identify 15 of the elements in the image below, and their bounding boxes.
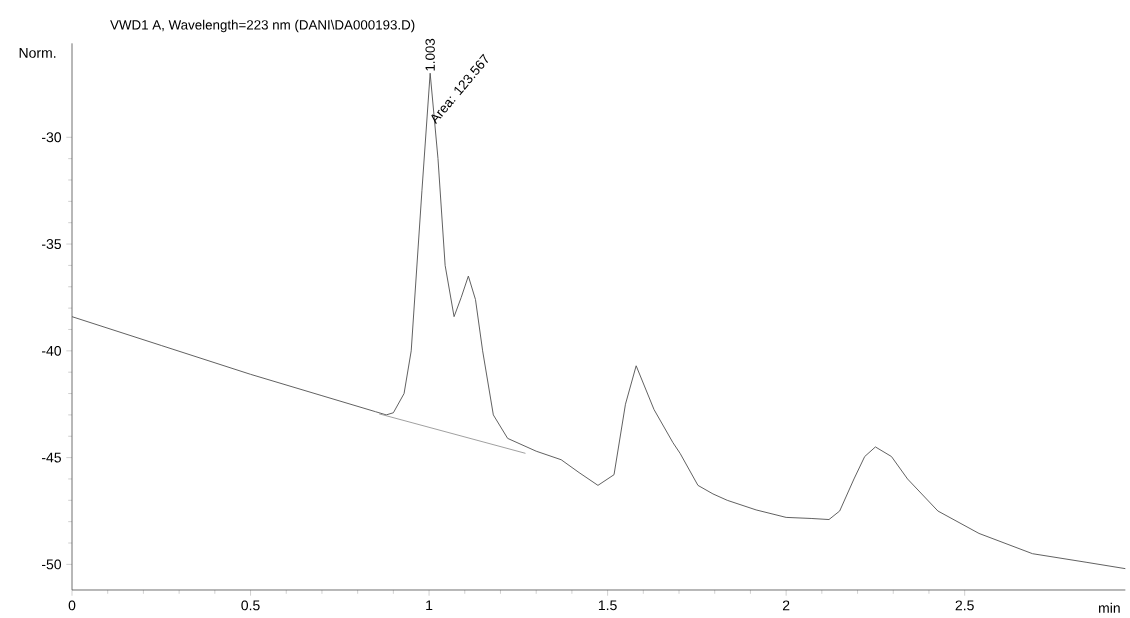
chart-title: VWD1 A, Wavelength=223 nm (DANI\DA000193.D) <box>110 19 415 33</box>
x-axis-title: min <box>1099 602 1120 613</box>
x-tick-label: 1.5 <box>598 600 617 611</box>
x-tick-label: 2.5 <box>955 600 974 611</box>
x-tick-label: 0.5 <box>241 600 260 611</box>
y-axis-title: Norm. <box>19 48 56 58</box>
x-tick-label: 1 <box>426 600 433 611</box>
x-tick-label: 0 <box>68 600 76 611</box>
annotation: 1.003 <box>425 38 435 71</box>
y-tick-label: -35 <box>41 239 62 250</box>
x-tick-label: 2 <box>782 600 790 611</box>
y-tick-label: -30 <box>41 132 62 143</box>
y-tick-label: -40 <box>41 345 62 356</box>
y-tick-label: -45 <box>41 452 62 463</box>
y-tick-label: -50 <box>41 559 62 570</box>
